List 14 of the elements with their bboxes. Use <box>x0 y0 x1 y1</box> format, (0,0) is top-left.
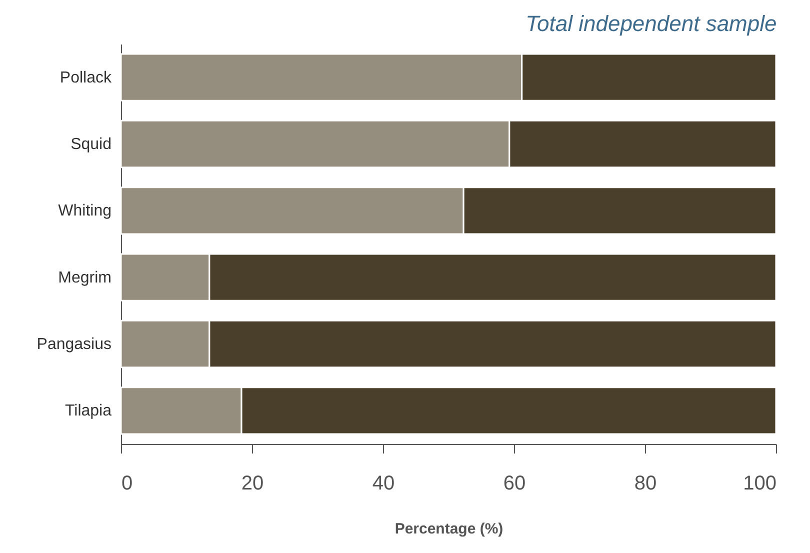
y-tick-label: Squid <box>70 136 112 153</box>
chart-title: Total independent sample <box>526 11 777 36</box>
x-tick-label: 40 <box>372 472 395 494</box>
y-tick-label: Tilapia <box>64 402 112 420</box>
y-tick-label: Pollack <box>60 69 112 86</box>
x-tick-label: 20 <box>241 472 264 494</box>
y-tick-label: Whiting <box>58 202 112 220</box>
x-tick-label: 0 <box>122 472 133 494</box>
x-tick-label: 60 <box>503 472 526 494</box>
x-axis-title: Percentage (%) <box>394 520 504 538</box>
x-tick-label: 80 <box>634 472 657 494</box>
y-tick-label: Pangasius <box>36 336 112 353</box>
x-tick-label: 100 <box>743 472 776 494</box>
y-tick-label: Megrim <box>58 269 112 286</box>
